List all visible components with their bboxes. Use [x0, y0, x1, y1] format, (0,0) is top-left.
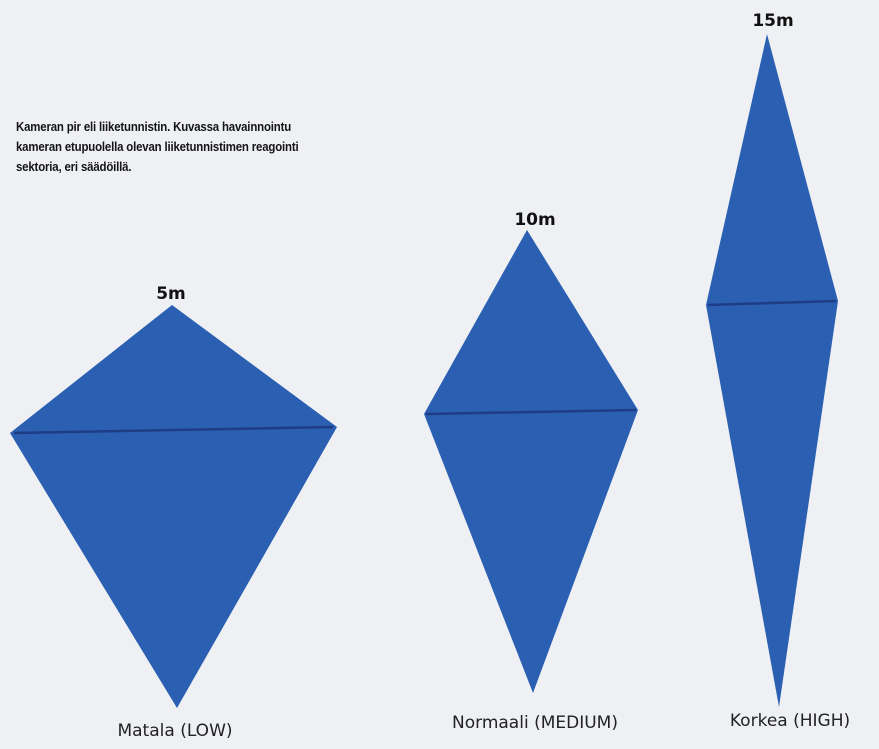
sector-low [10, 305, 337, 708]
sector-medium-divider [425, 408, 637, 416]
range-label-low: 5m [156, 284, 186, 304]
range-label-high: 15m [752, 11, 794, 31]
sector-medium-shape [424, 230, 638, 693]
sector-low-divider [13, 425, 334, 435]
mode-label-low: Matala (LOW) [117, 721, 233, 741]
mode-label-high: Korkea (HIGH) [729, 711, 851, 731]
sector-low-shape [10, 305, 337, 708]
sector-high-divider [707, 299, 837, 307]
range-label-medium: 10m [514, 210, 556, 230]
sector-medium [424, 230, 638, 693]
mode-label-medium: Normaali (MEDIUM) [452, 713, 618, 733]
sector-high [706, 34, 838, 707]
sector-high-shape [706, 34, 838, 707]
description-text: Kameran pir eli liiketunnistin. Kuvassa … [16, 119, 299, 174]
